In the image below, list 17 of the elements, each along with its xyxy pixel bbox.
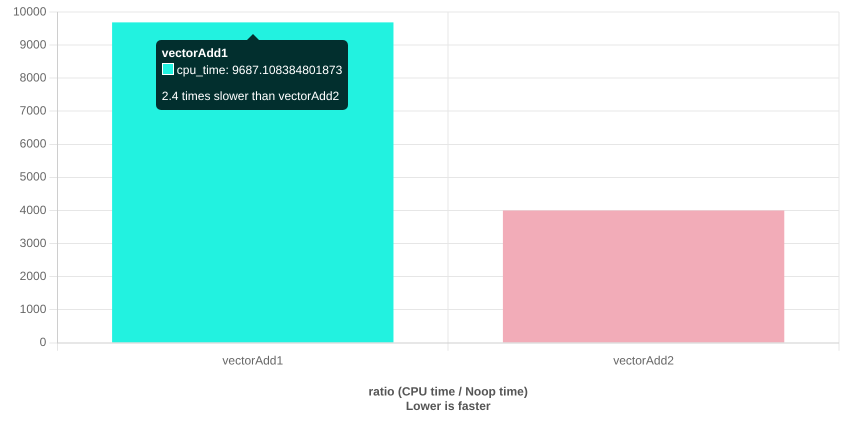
y-tick-label: 10000 <box>12 4 47 18</box>
annotation: 2.4 times slower than vectorAdd2 <box>162 88 340 106</box>
y-tick-label: 3000 <box>20 236 47 250</box>
y-tick-label: 5000 <box>20 170 47 184</box>
tooltip: vectorAdd1 cpu_time: 9687.108384801873 2.4 times slower than vectorAdd2 <box>156 40 348 110</box>
y-tick-label: 0 <box>40 335 47 350</box>
y-tick-label: 4000 <box>20 202 47 217</box>
x-axis-title: ratio (CPU time / Noop time) Lower is faster <box>368 384 528 414</box>
y-tick-label: 1000 <box>20 302 47 316</box>
y-tick-label: 9000 <box>20 37 47 52</box>
y-tick-label: 7000 <box>20 104 47 118</box>
x-tick-label: vectorAdd2 <box>613 353 674 368</box>
annotation: vectorAdd1 <box>162 45 229 62</box>
y-tick-label: 8000 <box>20 70 47 84</box>
annotation: cpu_time: 9687.108384801873 <box>176 62 342 80</box>
y-tick-label: 6000 <box>20 136 47 151</box>
y-tick-label: 2000 <box>20 268 47 283</box>
